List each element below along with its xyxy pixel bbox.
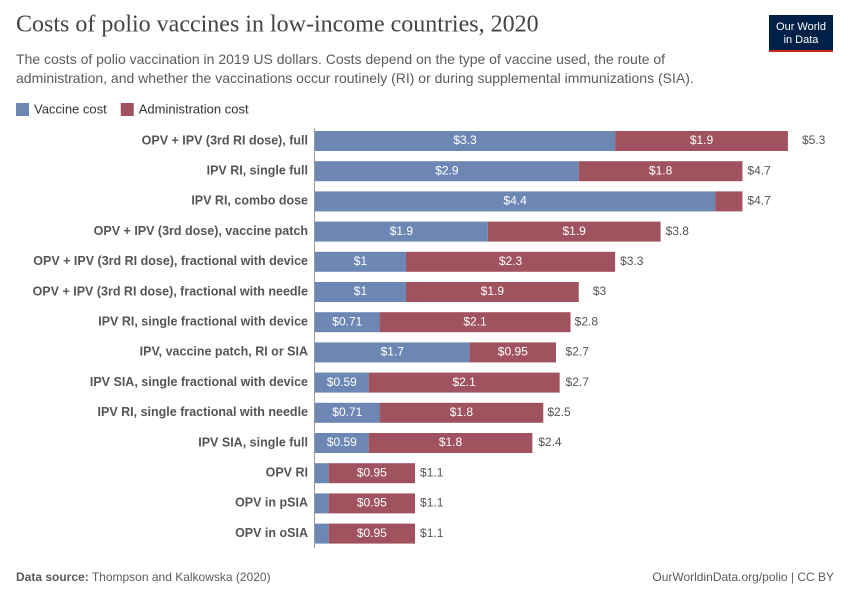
bar-segment (328, 523, 416, 544)
category-label: OPV + IPV (3rd RI dose), fractional with… (33, 254, 308, 268)
source-label: Data source: (16, 570, 89, 584)
bar-value-label: $1.7 (381, 345, 405, 359)
category-label: IPV RI, single fractional with needle (98, 405, 309, 419)
category-label: IPV RI, single fractional with device (98, 314, 308, 328)
total-label: $5.3 (802, 133, 826, 147)
bar-value-label: $2.1 (463, 314, 487, 328)
bar-segment (368, 433, 533, 453)
total-label: $1.1 (420, 465, 444, 479)
category-label: OPV RI (266, 465, 308, 479)
total-label: $2.8 (575, 314, 599, 328)
legend-label: Vaccine cost (34, 101, 107, 116)
bar-value-label: $1.8 (439, 435, 463, 449)
bar-segment (315, 402, 380, 423)
bar-segment (715, 191, 743, 212)
bar-segment (487, 221, 661, 242)
category-label: OPV + IPV (3rd RI dose), full (142, 133, 308, 147)
chart-subtitle: The costs of polio vaccination in 2019 U… (16, 51, 694, 86)
bar-value-label: $2.3 (499, 254, 523, 268)
category-label: OPV + IPV (3rd dose), vaccine patch (94, 224, 308, 238)
category-label: OPV in oSIA (235, 526, 308, 540)
bar-segment (315, 161, 579, 182)
bar-segment (315, 463, 329, 484)
bar-value-label: $0.95 (498, 345, 528, 359)
bar-segment (405, 282, 579, 302)
bar-segment (315, 523, 329, 544)
legend-swatch (120, 103, 134, 116)
category-label: IPV, vaccine patch, RI or SIA (140, 345, 308, 359)
bar-segment (405, 251, 616, 272)
bar-segment (315, 191, 716, 212)
bar-value-label: $1.9 (563, 224, 587, 238)
logo-text: in Data (784, 34, 820, 46)
chart-title: Costs of polio vaccines in low-income co… (16, 12, 539, 38)
bar-segment (315, 221, 488, 242)
bar-value-label: $2.9 (435, 163, 459, 177)
bar-segment (328, 463, 416, 484)
category-label: IPV RI, single full (207, 163, 308, 177)
legend-label: Administration cost (139, 101, 249, 116)
bar-value-label: $1.8 (450, 405, 474, 419)
total-label: $2.7 (566, 375, 590, 389)
category-label: IPV SIA, single fractional with device (90, 375, 308, 389)
bar-value-label: $1.9 (481, 284, 505, 298)
total-label: $1.1 (420, 496, 444, 510)
bar-segment (315, 282, 406, 302)
bar-value-label: $0.95 (357, 526, 387, 540)
bar-segment (615, 131, 788, 151)
bar-value-label: $0.59 (327, 435, 357, 449)
total-label: $3.8 (666, 224, 690, 238)
bar-value-label: $2.1 (452, 375, 476, 389)
bar-segment (315, 372, 369, 393)
total-label: $3 (593, 284, 607, 298)
bar-value-label: $4.4 (503, 194, 527, 208)
footer-link[interactable]: OurWorldinData.org/polio | CC BY (652, 570, 834, 584)
bar-value-label: $0.71 (332, 405, 362, 419)
bar-segment (578, 161, 743, 182)
category-label: OPV in pSIA (235, 496, 308, 510)
category-label: IPV RI, combo dose (191, 194, 308, 208)
bar-segment (315, 312, 380, 333)
bar-value-label: $0.95 (357, 496, 387, 510)
logo-text: Our World (776, 21, 826, 33)
bar-value-label: $0.95 (357, 465, 387, 479)
total-label: $2.7 (566, 345, 590, 359)
bar-value-label: $1 (354, 254, 368, 268)
bar-segment (315, 493, 329, 514)
logo-box[interactable] (769, 15, 833, 52)
source-text: Thompson and Kalkowska (2020) (92, 570, 271, 584)
bar-value-label: $0.71 (332, 314, 362, 328)
bar-segment (315, 433, 369, 453)
bar-value-label: $1.9 (390, 224, 414, 238)
bar-segment (328, 493, 416, 514)
total-label: $2.4 (538, 435, 562, 449)
total-label: $4.7 (747, 163, 771, 177)
legend-swatch (16, 103, 29, 116)
bar-segment (469, 342, 556, 363)
footer-source: Data source: Thompson and Kalkowska (202… (16, 570, 271, 584)
bar-segment (368, 372, 560, 393)
total-label: $2.5 (547, 405, 571, 419)
bar-value-label: $1 (354, 284, 368, 298)
bar-segment (315, 131, 616, 151)
bar-segment (315, 342, 470, 363)
bar-value-label: $1.9 (690, 133, 714, 147)
total-label: $1.1 (420, 526, 444, 540)
logo-underline (769, 50, 833, 52)
bar-segment (379, 402, 544, 423)
bar-segment (379, 312, 571, 333)
bar-value-label: $0.59 (327, 375, 357, 389)
subtitle-box: The costs of polio vaccination in 2019 U… (16, 51, 694, 86)
bar-value-label: $3.3 (453, 133, 477, 147)
bar-value-label: $1.8 (649, 163, 673, 177)
category-label: IPV SIA, single full (198, 435, 308, 449)
bar-segment (315, 251, 406, 272)
total-label: $3.3 (620, 254, 644, 268)
total-label: $4.7 (747, 194, 771, 208)
category-label: OPV + IPV (3rd RI dose), fractional with… (33, 284, 308, 298)
